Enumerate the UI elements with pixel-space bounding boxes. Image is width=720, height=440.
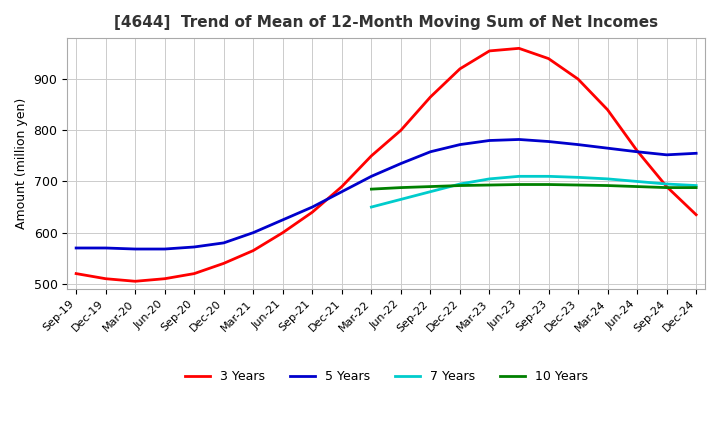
3 Years [131, 279, 140, 284]
5 Years [515, 137, 523, 142]
10 Years [397, 185, 405, 190]
7 Years [574, 175, 582, 180]
5 Years [72, 246, 81, 251]
3 Years [102, 276, 110, 281]
Line: 5 Years: 5 Years [76, 139, 696, 249]
5 Years [131, 246, 140, 252]
5 Years [338, 189, 346, 194]
3 Years [515, 46, 523, 51]
7 Years [544, 174, 553, 179]
7 Years [603, 176, 612, 182]
7 Years [485, 176, 494, 182]
3 Years [72, 271, 81, 276]
5 Years [633, 149, 642, 154]
10 Years [603, 183, 612, 188]
5 Years [279, 217, 287, 223]
3 Years [574, 77, 582, 82]
10 Years [367, 187, 376, 192]
5 Years [662, 152, 671, 158]
5 Years [603, 146, 612, 151]
3 Years [161, 276, 169, 281]
10 Years [485, 183, 494, 188]
5 Years [456, 142, 464, 147]
5 Years [485, 138, 494, 143]
Line: 7 Years: 7 Years [372, 176, 696, 207]
5 Years [190, 244, 199, 249]
5 Years [102, 246, 110, 251]
5 Years [249, 230, 258, 235]
Line: 10 Years: 10 Years [372, 184, 696, 189]
7 Years [397, 197, 405, 202]
3 Years [456, 66, 464, 71]
10 Years [633, 184, 642, 189]
7 Years [633, 179, 642, 184]
5 Years [574, 142, 582, 147]
3 Years [279, 230, 287, 235]
Line: 3 Years: 3 Years [76, 48, 696, 281]
3 Years [633, 148, 642, 154]
3 Years [544, 56, 553, 61]
7 Years [515, 174, 523, 179]
7 Years [367, 205, 376, 210]
3 Years [338, 184, 346, 189]
7 Years [456, 181, 464, 187]
Legend: 3 Years, 5 Years, 7 Years, 10 Years: 3 Years, 5 Years, 7 Years, 10 Years [179, 365, 593, 388]
5 Years [308, 205, 317, 210]
7 Years [426, 189, 435, 194]
3 Years [603, 107, 612, 113]
3 Years [220, 261, 228, 266]
3 Years [426, 94, 435, 99]
5 Years [367, 174, 376, 179]
3 Years [308, 209, 317, 215]
3 Years [190, 271, 199, 276]
10 Years [662, 185, 671, 190]
5 Years [220, 240, 228, 246]
10 Years [574, 183, 582, 188]
Title: [4644]  Trend of Mean of 12-Month Moving Sum of Net Incomes: [4644] Trend of Mean of 12-Month Moving … [114, 15, 658, 30]
10 Years [515, 182, 523, 187]
10 Years [426, 184, 435, 189]
7 Years [692, 183, 701, 188]
3 Years [485, 48, 494, 54]
3 Years [249, 248, 258, 253]
5 Years [161, 246, 169, 252]
3 Years [662, 184, 671, 189]
5 Years [426, 149, 435, 154]
5 Years [692, 150, 701, 156]
10 Years [456, 183, 464, 188]
7 Years [662, 181, 671, 187]
Y-axis label: Amount (million yen): Amount (million yen) [15, 98, 28, 229]
5 Years [544, 139, 553, 144]
10 Years [544, 182, 553, 187]
3 Years [367, 153, 376, 158]
3 Years [397, 128, 405, 133]
5 Years [397, 161, 405, 166]
10 Years [692, 185, 701, 190]
3 Years [692, 212, 701, 217]
